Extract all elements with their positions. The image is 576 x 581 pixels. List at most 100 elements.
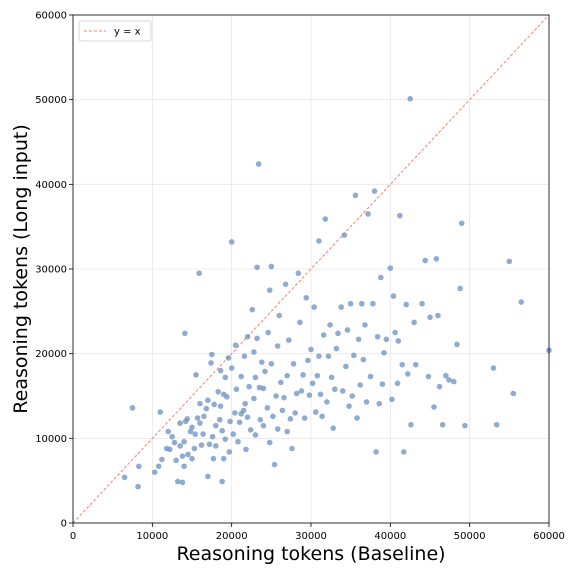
data-point [273,393,279,399]
data-point [490,365,497,371]
data-point [129,405,136,411]
data-point [254,264,260,271]
data-point [227,418,233,425]
data-point [347,300,354,307]
data-point [232,342,239,349]
data-point [339,388,346,394]
data-point [226,449,233,455]
y-tick-label: 40000 [35,180,67,191]
data-point [249,306,256,313]
data-point [357,382,363,388]
data-point [185,451,191,458]
data-point [297,319,303,326]
data-point [289,445,295,452]
data-point [312,409,319,415]
data-point [397,212,403,219]
data-point [381,350,387,356]
data-point [395,338,402,344]
reference-line-layer [72,14,550,524]
data-point [510,390,517,397]
data-point [238,373,244,380]
data-point [203,405,210,412]
data-point [389,396,395,403]
x-tick-label: 10000 [136,531,168,542]
data-point [322,216,329,222]
data-point [228,365,235,371]
data-point [224,394,230,400]
data-point [181,438,187,445]
data-points [121,96,552,490]
data-point [209,351,215,358]
data-point [213,422,219,429]
data-point [284,428,291,435]
data-point [274,343,281,349]
data-point [305,357,311,364]
data-point [458,220,465,227]
data-point [292,410,298,416]
data-point [383,336,390,343]
data-point [236,419,243,426]
data-point [252,432,259,438]
data-point [306,392,313,398]
data-point [194,415,201,421]
data-point [219,478,225,485]
data-point [165,428,171,435]
data-point [196,270,202,277]
data-point [265,329,271,336]
data-point [451,378,457,385]
data-point [208,360,214,366]
data-point [362,322,368,328]
data-point [320,332,327,338]
data-point [262,368,268,375]
data-point [374,333,381,340]
data-point [309,380,316,387]
data-point [278,379,284,386]
data-point [370,300,376,307]
data-point [205,473,211,480]
data-point [419,300,425,307]
data-point [300,372,306,378]
data-point [335,330,341,337]
data-point [330,425,337,431]
data-point [279,407,286,414]
data-point [252,374,259,381]
data-point [319,413,325,420]
data-point [155,463,162,470]
data-point [243,446,249,453]
data-point [242,400,248,407]
data-point [390,293,397,299]
data-point [427,314,433,321]
data-point [268,361,275,367]
data-point [200,431,206,437]
data-point [404,371,411,377]
data-point [298,388,305,394]
data-point [197,400,203,407]
data-point [255,161,262,167]
data-point [367,373,374,380]
data-point [213,443,219,449]
data-point [407,96,413,102]
data-point [198,442,205,448]
data-point [360,356,367,363]
y-tick-label: 60000 [35,11,67,22]
data-point [425,373,432,380]
data-point [268,263,275,270]
y-tick-label: 50000 [35,95,67,106]
data-point [260,422,267,429]
data-point [189,455,195,462]
data-point [181,463,187,470]
data-point [284,372,291,379]
data-point [201,413,207,420]
data-point [325,353,332,360]
data-point [295,270,302,277]
data-point [290,361,297,367]
data-point [412,361,419,368]
x-tick-label: 20000 [216,531,248,542]
data-point [210,455,217,462]
data-point [365,211,371,217]
data-point [518,299,525,305]
data-point [179,479,186,486]
data-point [136,463,142,470]
data-point [260,385,267,392]
